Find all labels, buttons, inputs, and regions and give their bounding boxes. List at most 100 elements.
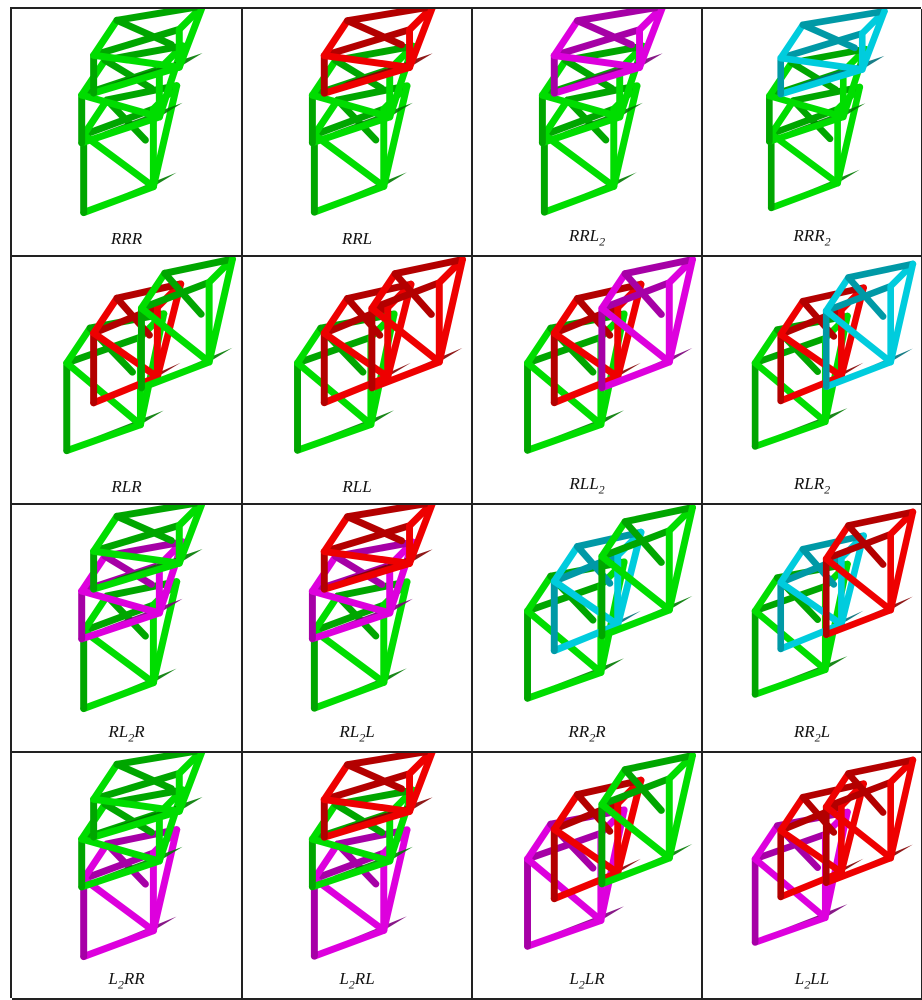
caption-letter: R bbox=[131, 229, 143, 248]
caption-letter: L bbox=[365, 968, 375, 988]
caption-subscript: 2 bbox=[814, 730, 821, 744]
polyhedron-unit bbox=[310, 578, 411, 712]
structure-cell: RRR2 bbox=[703, 9, 922, 257]
polyhedron-unit bbox=[598, 753, 696, 888]
wireframe-drawing bbox=[751, 260, 917, 450]
structure-cell: L2LL bbox=[703, 753, 922, 1000]
structure-cell: L2RL bbox=[243, 753, 473, 1000]
wireframe-drawing bbox=[78, 9, 206, 217]
wireframe-drawing bbox=[524, 753, 696, 950]
caption-letter: R bbox=[595, 721, 606, 741]
caption-letter: R bbox=[134, 968, 145, 988]
cell-caption: RLR2 bbox=[703, 474, 921, 497]
caption-subscript: 2 bbox=[117, 977, 124, 991]
polyhedron-unit bbox=[524, 558, 628, 702]
caption-letter: R bbox=[578, 721, 590, 741]
caption-letter: R bbox=[579, 225, 590, 245]
structure-cell: L2RR bbox=[12, 753, 243, 1000]
wireframe-drawing bbox=[294, 257, 466, 454]
cell-caption: L2LL bbox=[703, 969, 921, 992]
cell-caption: RL2R bbox=[12, 722, 241, 745]
wireframe-drawing bbox=[308, 9, 436, 216]
wireframe-drawing bbox=[63, 257, 236, 455]
caption-letter: R bbox=[804, 721, 815, 741]
cell-caption: RLL bbox=[243, 477, 471, 497]
polyhedron-unit bbox=[751, 808, 851, 946]
structure-cell: RR2L bbox=[703, 505, 922, 753]
polyhedron-unit bbox=[90, 9, 206, 97]
caption-letter: R bbox=[339, 721, 350, 741]
wireframe-drawing bbox=[524, 257, 696, 454]
caption-letter: L bbox=[365, 721, 375, 741]
caption-letter: L bbox=[589, 225, 600, 245]
caption-subscript: 2 bbox=[128, 730, 135, 744]
structure-cell: RLL2 bbox=[473, 257, 703, 505]
polyhedron-unit bbox=[80, 826, 181, 961]
polyhedron-unit bbox=[598, 505, 696, 640]
cell-caption: RRR2 bbox=[703, 226, 921, 249]
cell-caption: RR2L bbox=[703, 722, 921, 745]
caption-letter: R bbox=[111, 477, 122, 496]
caption-letter: L bbox=[579, 473, 590, 493]
caption-letter: R bbox=[568, 225, 580, 245]
caption-letter: R bbox=[342, 477, 353, 496]
structure-cell: RRR bbox=[12, 9, 243, 257]
wireframe-drawing bbox=[78, 505, 206, 713]
caption-letter: L bbox=[820, 721, 831, 741]
cell-caption: L2RL bbox=[243, 969, 471, 992]
polyhedron-unit bbox=[320, 505, 436, 593]
caption-letter: L bbox=[352, 477, 363, 496]
polyhedron-unit bbox=[320, 753, 436, 841]
caption-letter: R bbox=[814, 225, 825, 245]
polyhedron-unit bbox=[777, 9, 888, 98]
caption-letter: L bbox=[339, 968, 349, 988]
polyhedron-unit bbox=[822, 508, 917, 638]
caption-letter: L bbox=[362, 477, 372, 496]
caption-subscript: 2 bbox=[599, 234, 606, 248]
polyhedron-unit bbox=[540, 82, 641, 216]
structure-cell: RL2R bbox=[12, 505, 243, 753]
polyhedron-unit bbox=[320, 9, 436, 97]
caption-letter: R bbox=[123, 968, 135, 988]
caption-letter: R bbox=[341, 229, 353, 248]
caption-letter: L bbox=[794, 968, 805, 988]
wireframe-drawing bbox=[766, 9, 888, 212]
caption-letter: R bbox=[134, 721, 145, 741]
caption-subscript: 2 bbox=[824, 482, 831, 496]
cell-caption: RR2R bbox=[473, 722, 701, 745]
caption-letter: R bbox=[793, 473, 805, 493]
polyhedron-unit bbox=[368, 257, 466, 392]
caption-letter: L bbox=[804, 473, 814, 493]
cell-caption: RRL bbox=[243, 229, 471, 249]
polyhedron-unit bbox=[90, 505, 206, 593]
wireframe-drawing bbox=[538, 9, 666, 216]
structure-cell: RRL bbox=[243, 9, 473, 257]
caption-letter: L bbox=[810, 968, 820, 988]
caption-letter: R bbox=[569, 473, 580, 493]
caption-letter: R bbox=[793, 721, 805, 741]
structure-cell: L2LR bbox=[473, 753, 703, 1000]
caption-subscript: 2 bbox=[359, 730, 366, 744]
wireframe-drawing bbox=[78, 753, 206, 961]
caption-subscript: 2 bbox=[804, 977, 811, 991]
caption-letter: R bbox=[568, 721, 579, 741]
caption-letter: L bbox=[362, 229, 373, 248]
caption-letter: R bbox=[110, 229, 122, 248]
wireframe-drawing bbox=[524, 505, 696, 702]
wireframe-drawing bbox=[308, 505, 436, 712]
polyhedron-unit bbox=[598, 257, 696, 392]
structure-cell: RLR bbox=[12, 257, 243, 505]
caption-letter: R bbox=[121, 229, 132, 248]
structure-grid: RRR RRL RRL2 RRR2 RLR RLL RLL2 RLR2 RL2R RL2L RR2R… bbox=[10, 7, 922, 1000]
wireframe-drawing bbox=[308, 753, 436, 960]
caption-letter: L bbox=[569, 968, 579, 988]
caption-subscript: 2 bbox=[578, 977, 585, 991]
caption-letter: L bbox=[819, 968, 830, 988]
structure-cell: RL2L bbox=[243, 505, 473, 753]
cell-caption: RLL2 bbox=[473, 474, 701, 497]
polyhedron-unit bbox=[137, 257, 236, 392]
cell-caption: L2RR bbox=[12, 969, 241, 992]
structure-cell: RRL2 bbox=[473, 9, 703, 257]
caption-letter: R bbox=[793, 225, 804, 245]
polyhedron-unit bbox=[550, 9, 666, 97]
